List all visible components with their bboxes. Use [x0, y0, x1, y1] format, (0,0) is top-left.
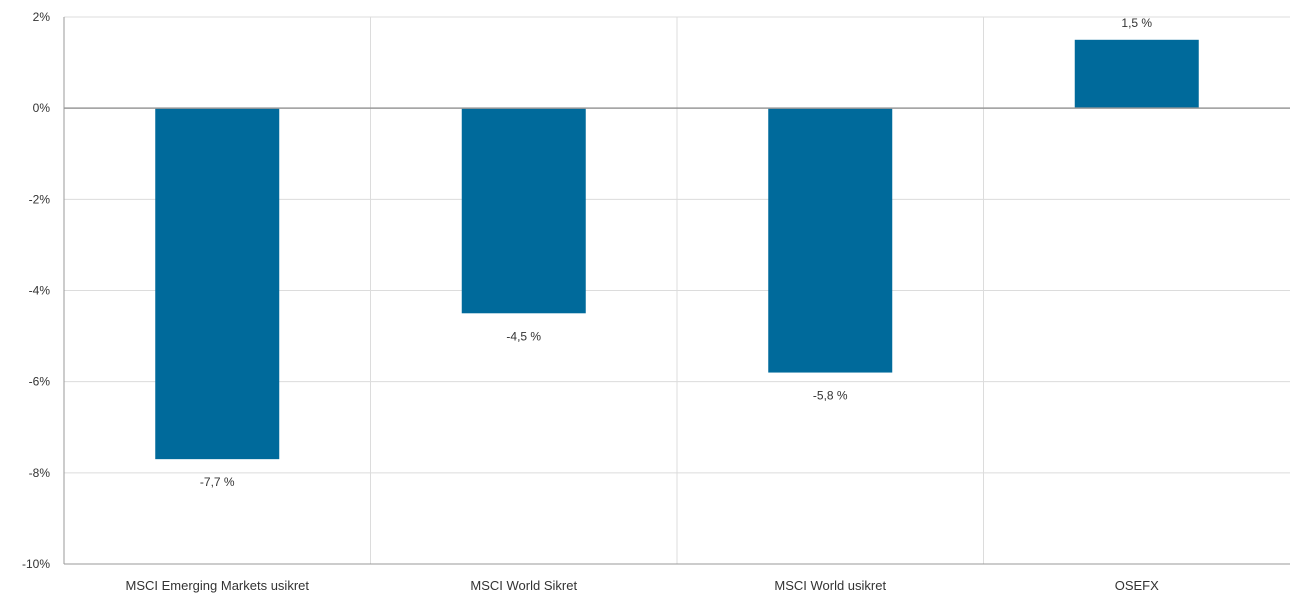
y-tick-label: 0% [33, 101, 51, 115]
x-category-label: MSCI World usikret [774, 578, 886, 593]
labels: 2% 0% -2% -4% -6% -8% -10% -7,7 % MSCI Emerging … [22, 10, 1159, 593]
bar [768, 108, 893, 373]
y-tick-label: -2% [29, 192, 51, 206]
x-category-label: MSCI Emerging Markets usikret [126, 578, 310, 593]
bars [155, 39, 1199, 460]
data-label: -5,8 % [813, 389, 848, 403]
y-tick-label: 2% [33, 10, 51, 24]
y-tick-label: -10% [22, 557, 50, 571]
data-label: -7,7 % [200, 475, 235, 489]
data-label: -4,5 % [506, 329, 541, 343]
x-category-label: OSEFX [1115, 578, 1159, 593]
y-tick-label: -4% [29, 284, 51, 298]
bar [1074, 39, 1199, 109]
bar [461, 108, 586, 314]
x-category-label: MSCI World Sikret [470, 578, 577, 593]
bar [155, 108, 280, 460]
axes [63, 17, 1290, 565]
y-tick-label: -8% [29, 466, 51, 480]
data-label: 1,5 % [1121, 16, 1152, 30]
y-tick-label: -6% [29, 375, 51, 389]
